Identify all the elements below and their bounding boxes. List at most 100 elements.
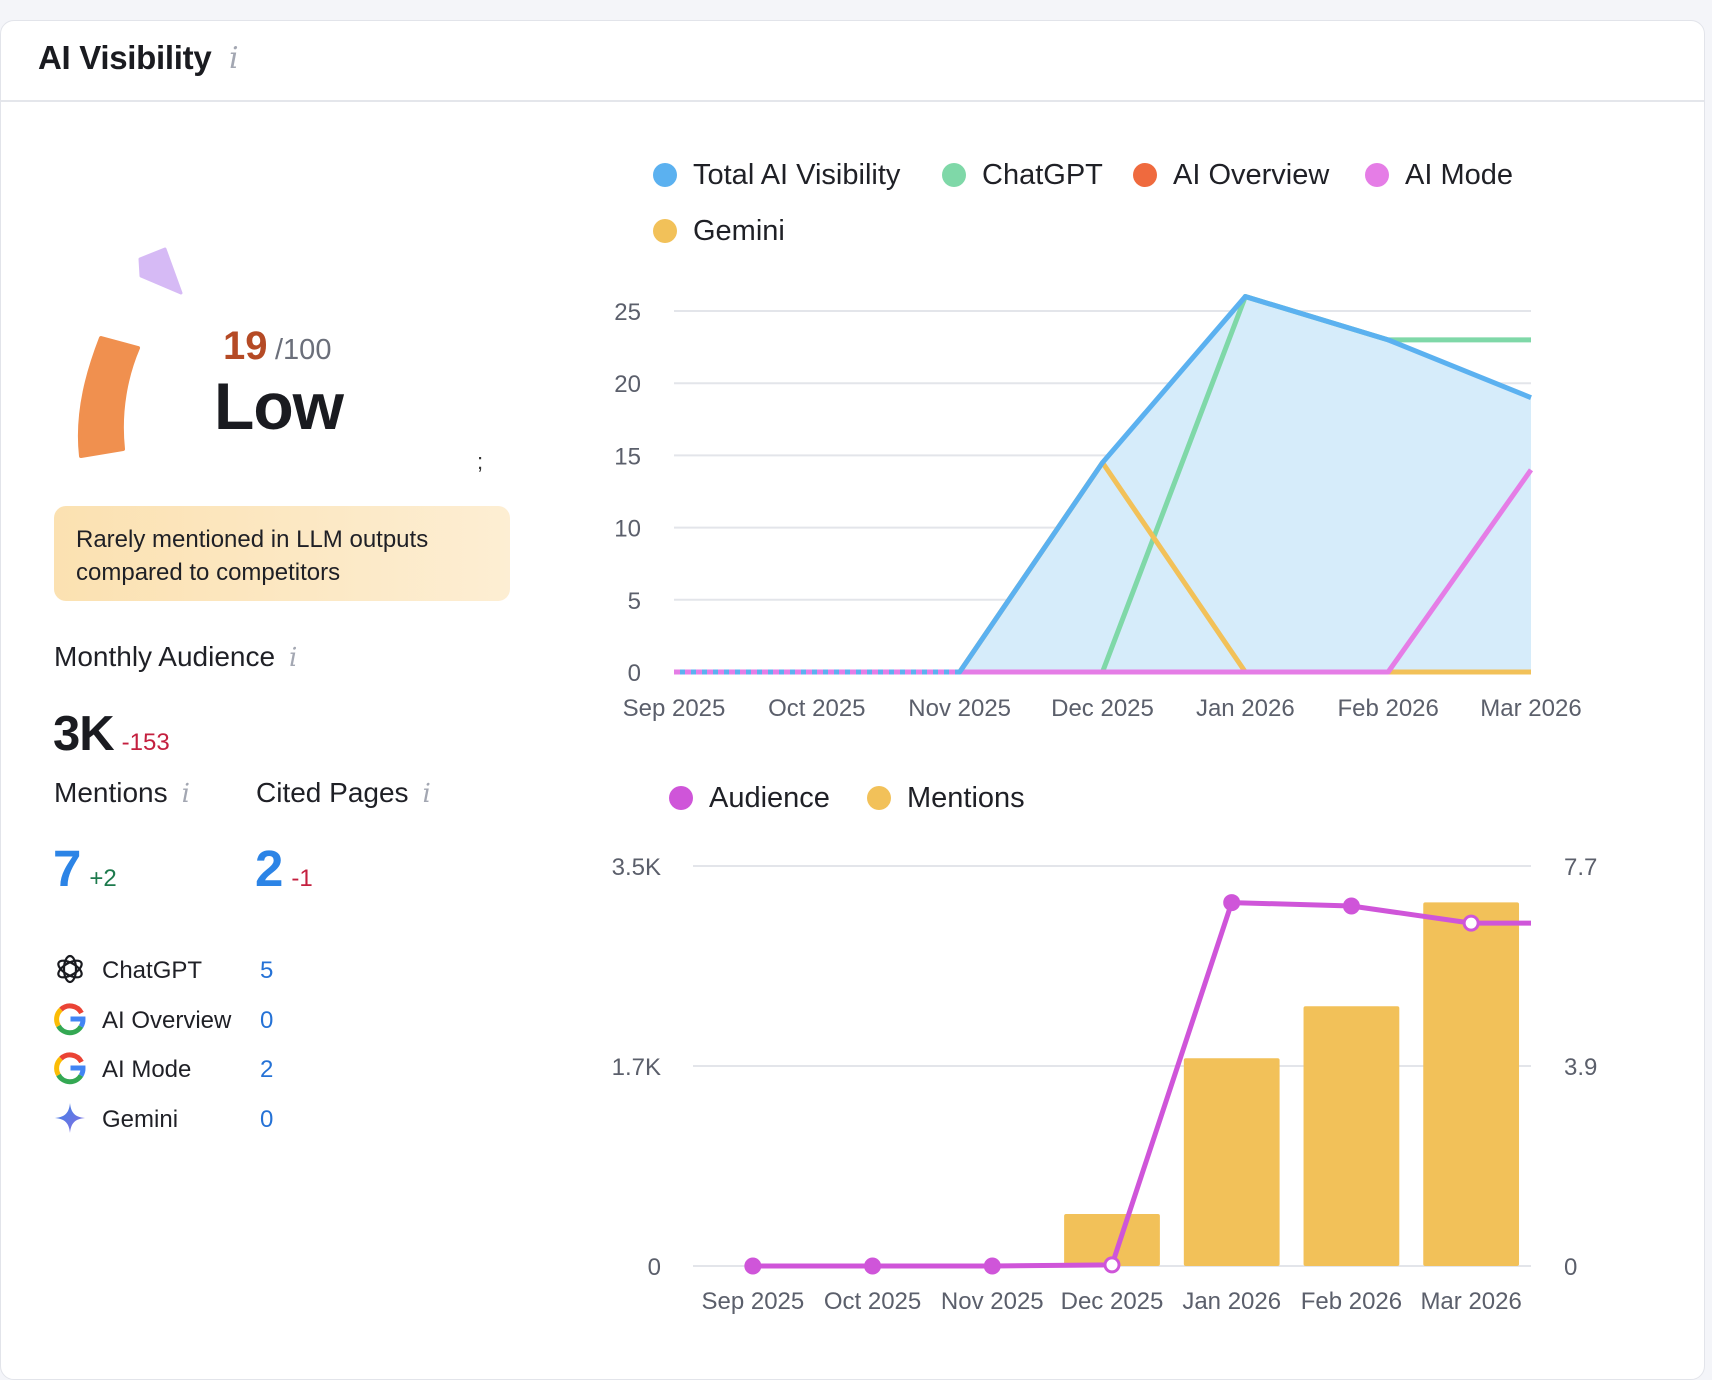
y-tick-label: 5 [628, 588, 641, 615]
cited-pages-label: Cited Pages [256, 777, 409, 808]
info-icon[interactable]: i [181, 779, 190, 809]
x-tick-label: Oct 2025 [768, 695, 865, 722]
score-max: /100 [275, 334, 332, 366]
legend-label: ChatGPT [982, 159, 1103, 191]
source-row-ai-mode[interactable]: AI Mode 2 [53, 1049, 303, 1089]
x-tick-label: Feb 2026 [1337, 695, 1438, 722]
audience-mentions-chart: 0 1.7K 3.5K 0 3.9 7.7 Sep 2025 Oct 2025 Nov 2025… [612, 854, 1598, 1315]
source-row-ai-overview[interactable]: AI Overview 0 [53, 1000, 303, 1040]
mentions-label-row: Mentions i [54, 777, 190, 809]
audience-point [1223, 894, 1241, 912]
legend-audience[interactable]: Audience [669, 782, 830, 815]
series-line-total-ai-visibility [674, 294, 1532, 675]
x-tick-label: Oct 2025 [824, 1288, 921, 1315]
score-value: 19 [223, 324, 268, 368]
source-value[interactable]: 2 [260, 1056, 274, 1083]
info-icon[interactable]: i [289, 643, 298, 673]
gemini-icon [55, 1103, 85, 1133]
source-value[interactable]: 0 [260, 1106, 274, 1133]
audience-point [1342, 897, 1360, 915]
audience-line [752, 900, 1531, 1269]
ai-visibility-card: AI Visibility i 19 /100 Low ; Rarely men… [0, 20, 1705, 1380]
x-tick-label: Sep 2025 [701, 1288, 804, 1315]
gauge-segment-low [77, 336, 140, 458]
source-row-gemini[interactable]: Gemini 0 [53, 1099, 303, 1139]
mentions-bar [1064, 1214, 1160, 1266]
legend-label: Total AI Visibility [693, 159, 901, 191]
y-tick-label: 0 [628, 660, 641, 687]
legend-label: AI Mode [1405, 159, 1513, 191]
legend-gemini[interactable]: Gemini [653, 215, 785, 248]
legend-label: AI Overview [1173, 159, 1330, 191]
x-tick-label: Dec 2025 [1051, 695, 1154, 722]
audience-point [983, 1257, 1001, 1275]
legend-label: Audience [709, 782, 830, 814]
source-name: AI Overview [102, 1007, 232, 1034]
legend-dot [653, 219, 677, 243]
y-left-tick-label: 1.7K [612, 1054, 661, 1081]
mentions-bar [1183, 1058, 1280, 1266]
ai-visibility-line-chart: 0 5 10 15 20 25 Sep 2025 Oct 2025 Nov 2025 Dec 20… [614, 294, 1582, 722]
cited-pages-number: 2 [255, 840, 284, 897]
source-row-chatgpt[interactable]: ChatGPT 5 [53, 950, 303, 990]
y-left-tick-label: 3.5K [612, 854, 661, 881]
audience-point [864, 1257, 882, 1275]
source-name: AI Mode [102, 1056, 192, 1083]
x-tick-label: Mar 2026 [1420, 1288, 1521, 1315]
card-header: AI Visibility i [1, 21, 1704, 102]
legend-dot [867, 786, 891, 810]
mentions-label: Mentions [54, 777, 168, 808]
audience-point [1462, 914, 1480, 932]
x-tick-label: Mar 2026 [1480, 695, 1581, 722]
y-tick-label: 25 [614, 299, 641, 326]
legend-chatgpt[interactable]: ChatGPT [942, 159, 1103, 192]
y-right-tick-label: 3.9 [1564, 1054, 1597, 1081]
legend-ai-overview[interactable]: AI Overview [1133, 159, 1329, 192]
audience-point [1103, 1256, 1121, 1274]
monthly-audience-value: 3K -153 [53, 706, 170, 762]
mentions-bar [1303, 1006, 1400, 1266]
x-tick-label: Dec 2025 [1061, 1288, 1164, 1315]
x-tick-label: Sep 2025 [623, 695, 726, 722]
google-icon [54, 1052, 86, 1085]
note-line-2: compared to competitors [76, 559, 341, 586]
audience-number: 3K [53, 707, 115, 761]
y-right-tick-label: 7.7 [1564, 854, 1597, 881]
x-tick-label: Nov 2025 [908, 695, 1011, 722]
y-tick-label: 20 [614, 371, 641, 398]
cited-pages-value: 2 -1 [255, 839, 313, 898]
legend-total-ai-visibility[interactable]: Total AI Visibility [653, 159, 900, 192]
legend-label: Mentions [907, 782, 1025, 814]
source-value[interactable]: 0 [260, 1007, 274, 1034]
x-tick-label: Nov 2025 [941, 1288, 1044, 1315]
mentions-delta: +2 [89, 865, 117, 892]
visibility-note: Rarely mentioned in LLM outputs compared… [54, 506, 510, 601]
card-title: AI Visibility [38, 39, 212, 76]
info-icon[interactable]: i [229, 41, 239, 76]
x-tick-label: Jan 2026 [1196, 695, 1295, 722]
legend-dot [653, 163, 677, 187]
y-tick-label: 10 [614, 516, 641, 543]
audience-point [744, 1257, 762, 1275]
note-line-1: Rarely mentioned in LLM outputs [76, 526, 429, 553]
mentions-bar [1423, 902, 1520, 1266]
y-left-tick-label: 0 [648, 1254, 661, 1281]
total-area [674, 296, 1531, 672]
score-level: Low [214, 369, 344, 443]
info-icon[interactable]: i [422, 779, 431, 809]
legend-dot [942, 163, 966, 187]
monthly-audience-label-row: Monthly Audience i [54, 641, 297, 673]
source-name: Gemini [102, 1106, 179, 1133]
audience-delta: -153 [121, 729, 170, 756]
legend-ai-mode[interactable]: AI Mode [1365, 159, 1513, 192]
visibility-gauge [77, 247, 183, 458]
x-tick-label: Feb 2026 [1301, 1288, 1402, 1315]
source-value[interactable]: 5 [260, 957, 274, 984]
stray-character: ; [477, 449, 484, 474]
legend-dot [1365, 163, 1389, 187]
y-tick-label: 15 [614, 443, 641, 470]
mentions-value: 7 +2 [53, 839, 117, 898]
chatgpt-icon [57, 954, 83, 984]
legend-dot [669, 786, 693, 810]
legend-mentions[interactable]: Mentions [867, 782, 1025, 815]
